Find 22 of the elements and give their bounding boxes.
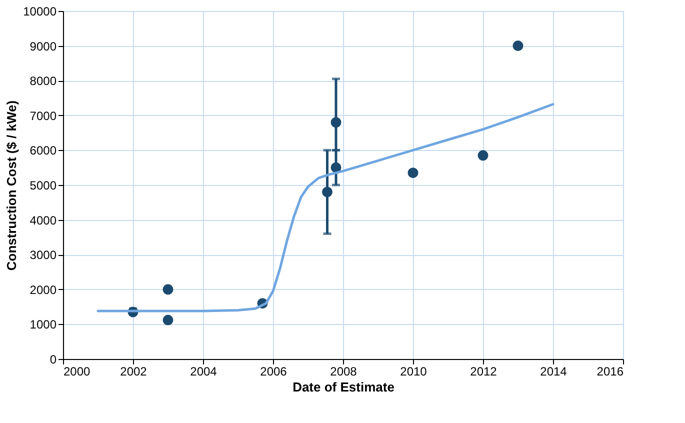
- x-tick-label: 2014: [540, 364, 568, 378]
- y-tick-label: 5000: [30, 178, 57, 192]
- x-tick-label: 2010: [400, 364, 428, 378]
- y-tick-label: 7000: [30, 108, 57, 123]
- x-tick-label: 2000: [64, 364, 91, 378]
- y-tick-label: 3000: [30, 248, 57, 262]
- y-tick-label: 10000: [23, 4, 57, 18]
- y-tick-label: 9000: [30, 39, 57, 54]
- y-tick-label: 6000: [30, 144, 57, 158]
- x-tick-label: 2006: [260, 364, 288, 378]
- x-tick-label: 2016: [596, 364, 624, 378]
- y-tick-label: 1000: [30, 318, 57, 332]
- x-axis-title: Date of Estimate: [292, 380, 394, 394]
- y-tick-label: 2000: [30, 282, 57, 297]
- y-tick-label: 4000: [30, 213, 57, 228]
- x-tick-label: 2008: [330, 364, 358, 378]
- y-axis-title: Construction Cost ($ / kWe): [4, 100, 20, 271]
- y-tick-label: 0: [50, 352, 57, 366]
- x-tick-label: 2004: [190, 364, 218, 378]
- x-tick-label: 2002: [120, 364, 148, 378]
- x-tick-label: 2012: [470, 364, 498, 378]
- y-tick-label: 8000: [30, 74, 57, 88]
